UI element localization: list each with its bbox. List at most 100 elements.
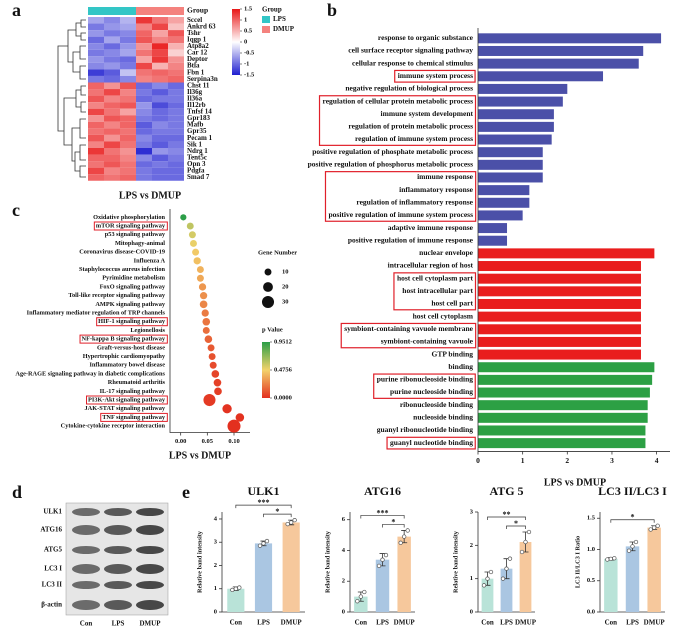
heatmap-cell	[136, 115, 152, 122]
heatmap-cell	[104, 36, 120, 44]
x-tick-label: 2	[565, 456, 569, 465]
y-tick-label: host intracellular part	[402, 286, 473, 295]
heatmap-cell	[168, 30, 184, 37]
dot	[211, 370, 220, 378]
heatmap-cell	[120, 82, 136, 90]
data-point	[355, 599, 360, 604]
heatmap-cell	[136, 141, 152, 148]
size-legend-dot	[264, 268, 272, 276]
row-label: Atp8a2	[187, 42, 209, 50]
heatmap-cell	[88, 108, 104, 116]
bar	[478, 400, 648, 411]
color-legend-label: 0.4756	[274, 366, 293, 373]
heatmap-cell	[120, 154, 136, 162]
dot	[198, 283, 207, 291]
dot	[196, 266, 204, 274]
dot	[208, 353, 216, 361]
dot	[199, 300, 208, 309]
heatmap-cell	[168, 95, 184, 103]
y-tick-label: Rheumatoid arthritis	[108, 379, 166, 386]
y-tick-label: JAK-STAT signaling pathway	[85, 405, 166, 412]
protein-label: β-actin	[41, 601, 62, 609]
heatmap-cell	[136, 75, 152, 83]
heatmap-cell	[104, 49, 120, 57]
legend-swatch	[262, 16, 270, 23]
heatmap-cell	[120, 115, 136, 122]
heatmap-cell	[136, 17, 152, 24]
heatmap-cell	[104, 89, 120, 96]
data-point	[488, 569, 494, 575]
heatmap-cell	[120, 161, 136, 168]
heatmap-cell	[152, 56, 168, 63]
protein-label: ATG5	[44, 546, 63, 554]
bar	[625, 546, 640, 612]
x-tick-label: Con	[481, 619, 494, 627]
bar	[478, 121, 554, 132]
dot	[201, 309, 209, 317]
heatmap-cell	[104, 134, 120, 142]
size-legend-label: 10	[282, 268, 289, 275]
row-label: Ankrd 63	[187, 22, 216, 30]
x-tick-label: LPS	[257, 619, 270, 627]
data-point	[648, 527, 653, 532]
heatmap-cell	[136, 62, 152, 70]
row-label: Sccel	[187, 16, 202, 24]
dot	[180, 214, 187, 221]
data-point	[605, 557, 610, 562]
heatmap-cell	[152, 141, 168, 148]
heatmap-cell	[104, 95, 120, 103]
bar	[478, 58, 639, 69]
heatmap-cell	[88, 154, 104, 162]
heatmap-cell	[88, 62, 104, 70]
row-label: Il36a	[187, 94, 203, 102]
heatmap-cell	[120, 62, 136, 70]
y-tick-label: 0.0	[587, 608, 595, 615]
chart-title: ATG16	[364, 484, 401, 498]
colorbar-label: -1	[244, 60, 249, 67]
x-tick-label: LPS	[626, 619, 639, 627]
heatmap-cell	[168, 49, 184, 57]
heatmap-cell	[136, 121, 152, 129]
dot	[188, 231, 196, 239]
heatmap-cell	[152, 128, 168, 135]
y-tick-label: nucleoside binding	[413, 413, 473, 422]
data-point	[630, 544, 635, 549]
y-tick-label: GTP binding	[432, 349, 474, 358]
y-tick-label: regulation of inflammatory response	[356, 197, 473, 206]
y-tick-label: Mitophagy-animal	[115, 240, 165, 247]
heatmap-cell	[152, 75, 168, 83]
heatmap-cell	[88, 115, 104, 122]
y-axis-label: Relative band intensity	[452, 530, 459, 593]
heatmap-cell	[88, 69, 104, 76]
y-tick-label: positive regulation of immune response	[348, 235, 474, 244]
y-tick-label: regulation of protein metabolic process	[348, 122, 473, 131]
blot-band	[136, 564, 164, 574]
data-point	[633, 539, 639, 545]
x-axis-label: LPS vs DMUP	[119, 190, 181, 201]
color-legend-title: p Value	[262, 326, 283, 333]
bar	[478, 197, 530, 208]
heatmap-cell	[152, 17, 168, 24]
y-tick-label: host cell part	[431, 299, 473, 308]
bar	[478, 273, 641, 284]
size-legend-dot	[261, 295, 275, 309]
row-label: Serpina3n	[187, 75, 218, 83]
heatmap-cell	[88, 36, 104, 44]
x-tick-label: 0.00	[175, 438, 186, 445]
significance-bracket	[382, 524, 405, 528]
bar	[478, 210, 523, 221]
protein-label: LC3 II	[42, 581, 63, 589]
highlight-box	[86, 395, 168, 405]
lane-label: DMUP	[140, 620, 162, 628]
heatmap-cell	[152, 23, 168, 31]
y-tick-label: immune response	[417, 172, 474, 181]
data-point	[655, 523, 660, 528]
bar	[282, 522, 300, 612]
significance-bracket	[235, 504, 292, 509]
row-label: Opn 3	[187, 160, 206, 168]
heatmap-cell	[152, 148, 168, 155]
heatmap-cell	[152, 69, 168, 76]
dot	[209, 361, 217, 369]
y-axis-label: Relative band intensity	[196, 530, 203, 593]
heatmap-cell	[136, 89, 152, 96]
